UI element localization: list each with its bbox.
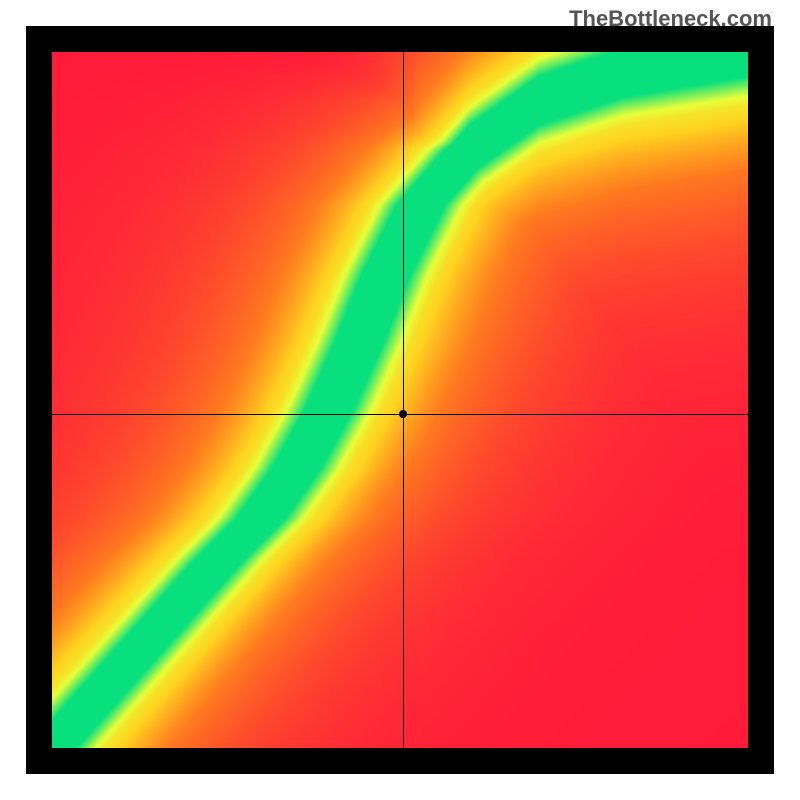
heatmap-canvas xyxy=(52,52,748,748)
crosshair-vertical xyxy=(403,52,404,748)
chart-area xyxy=(52,52,748,748)
chart-frame xyxy=(26,26,774,774)
watermark-text: TheBottleneck.com xyxy=(569,6,772,32)
